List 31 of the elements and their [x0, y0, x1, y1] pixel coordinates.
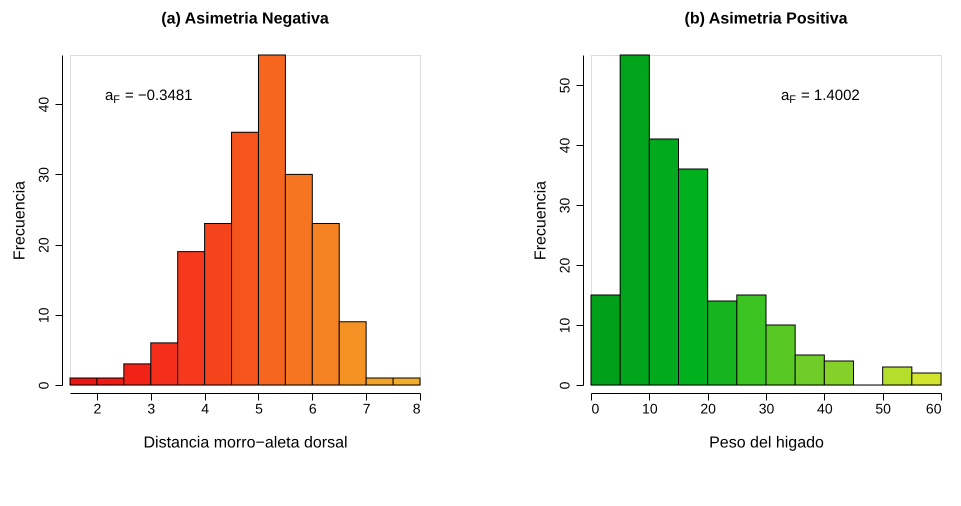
x-tick-label: 30 [758, 400, 774, 416]
y-axis-title: Frecuencia [532, 180, 550, 260]
x-tick-label: 20 [700, 400, 716, 416]
y-tick-label: 20 [36, 237, 52, 253]
x-tick-label: 50 [875, 400, 892, 416]
x-tick-label: 40 [817, 400, 833, 416]
y-tick-label: 40 [36, 96, 52, 112]
chart-title: (a) Asimetria Negativa [161, 10, 329, 28]
x-tick-label: 4 [201, 400, 210, 416]
x-tick-label: 10 [642, 400, 658, 416]
x-axis-title: Distancia morro−aleta dorsal [143, 434, 348, 452]
y-tick-label: 0 [556, 381, 572, 390]
y-tick-label: 10 [36, 307, 52, 324]
x-tick-label: 6 [308, 400, 317, 416]
x-tick-label: 5 [255, 400, 264, 416]
x-tick-label: 3 [147, 400, 156, 416]
x-tick-label: 2 [94, 400, 102, 416]
x-tick-label: 60 [926, 400, 942, 416]
y-tick-label: 10 [556, 318, 572, 334]
y-tick-label: 30 [556, 198, 572, 214]
chart-title: (b) Asimetria Positiva [684, 10, 848, 28]
y-tick-label: 0 [36, 381, 52, 390]
y-tick-label: 20 [556, 258, 572, 274]
y-tick-label: 30 [36, 166, 52, 183]
y-axis-title: Frecuencia [12, 180, 28, 260]
x-tick-label: 8 [412, 400, 421, 416]
x-axis-title: Peso del higado [709, 434, 824, 452]
x-tick-label: 0 [592, 400, 600, 416]
x-tick-label: 7 [362, 400, 371, 416]
y-tick-label: 40 [556, 138, 572, 154]
y-tick-label: 50 [556, 78, 572, 94]
